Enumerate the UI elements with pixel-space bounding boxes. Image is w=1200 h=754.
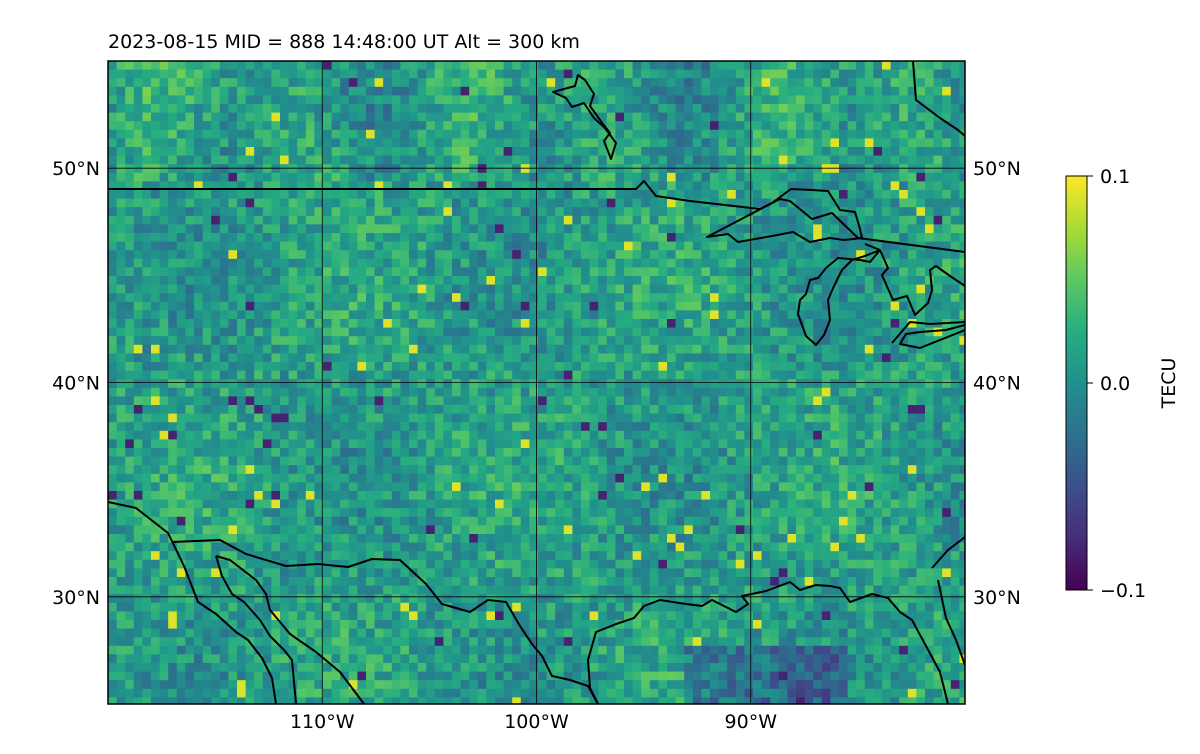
- tec-field: [108, 61, 968, 706]
- colorbar: 0.1 0.0 −0.1 TECU: [1066, 166, 1180, 602]
- lat-tick-label-right: 30°N: [973, 587, 1021, 609]
- colorbar-tick-label: −0.1: [1100, 580, 1146, 602]
- lat-tick-label-left: 50°N: [52, 158, 100, 180]
- lon-tick-label: 100°W: [504, 711, 569, 733]
- lat-tick-label-right: 50°N: [973, 158, 1021, 180]
- colorbar-tick-label: 0.1: [1100, 166, 1130, 188]
- lat-tick-label-right: 40°N: [973, 373, 1021, 395]
- colorbar-label: TECU: [1158, 358, 1180, 410]
- lat-tick-label-left: 30°N: [52, 587, 100, 609]
- lat-tick-label-left: 40°N: [52, 373, 100, 395]
- lon-tick-label: 90°W: [725, 711, 778, 733]
- colorbar-ticks: 0.1 0.0 −0.1: [1087, 166, 1146, 602]
- lon-tick-label: 110°W: [290, 711, 355, 733]
- colorbar-tick-label: 0.0: [1100, 373, 1130, 395]
- colorbar-scale: [1066, 176, 1087, 590]
- map-title: 2023-08-15 MID = 888 14:48:00 UT Alt = 3…: [108, 31, 580, 53]
